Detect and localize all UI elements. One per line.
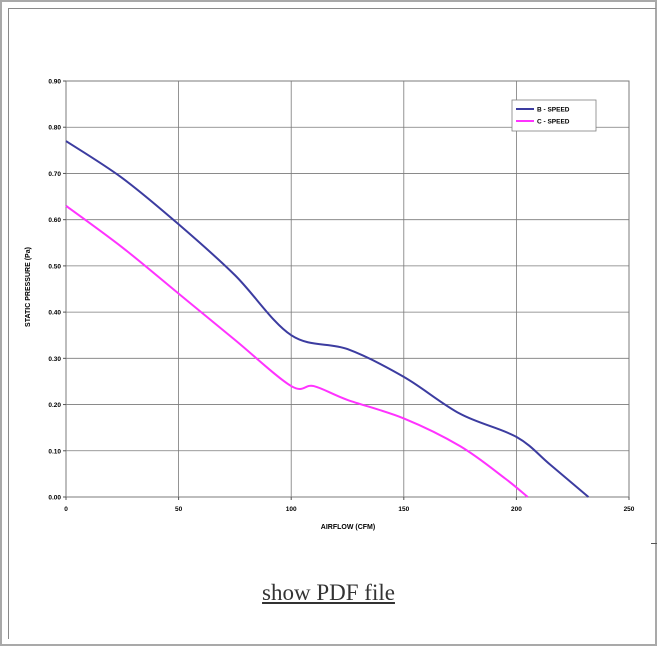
chart-grid (65, 80, 630, 498)
x-axis-label: AIRFLOW (CFM) (321, 524, 375, 531)
series-line-b-speed (65, 140, 590, 498)
x-tick-label: 50 (175, 506, 183, 513)
chart-legend: B - SPEED C - SPEED (511, 99, 597, 132)
x-tick-label: 100 (286, 506, 297, 513)
x-tick-label: 200 (511, 506, 522, 513)
chart-series (65, 140, 590, 498)
x-tick-label: 0 (64, 506, 68, 513)
chart-axes: 0.00 0.10 0.20 0.30 0.40 0.50 0.60 0.70 0.80 0.90… (48, 79, 634, 514)
y-tick-label: 0.70 (48, 171, 61, 178)
y-tick-label: 0.40 (48, 310, 61, 317)
series-line-c-speed (65, 204, 529, 498)
y-tick-label: 0.90 (48, 79, 61, 86)
airflow-pressure-chart: 0.00 0.10 0.20 0.30 0.40 0.50 0.60 0.70 0.80 0.90… (25, 79, 635, 532)
legend-label: B - SPEED (537, 107, 570, 114)
content-frame-inner (8, 8, 656, 639)
y-tick-label: 0.00 (48, 495, 61, 502)
x-tick-label: 150 (398, 506, 409, 513)
legend-label: C - SPEED (537, 119, 570, 126)
x-tick-label: 250 (624, 506, 635, 513)
legend-box (511, 99, 597, 132)
y-tick-label: 0.50 (48, 263, 61, 270)
y-axis-label: STATIC PRESSURE (Pa) (25, 247, 32, 327)
show-pdf-link[interactable]: show PDF file (262, 580, 395, 605)
plot-area (65, 80, 630, 498)
y-tick-label: 0.10 (48, 448, 61, 455)
y-tick-label: 0.20 (48, 402, 61, 409)
divider-tick (651, 543, 657, 544)
y-tick-label: 0.80 (48, 125, 61, 132)
y-tick-label: 0.60 (48, 217, 61, 224)
y-tick-label: 0.30 (48, 356, 61, 363)
